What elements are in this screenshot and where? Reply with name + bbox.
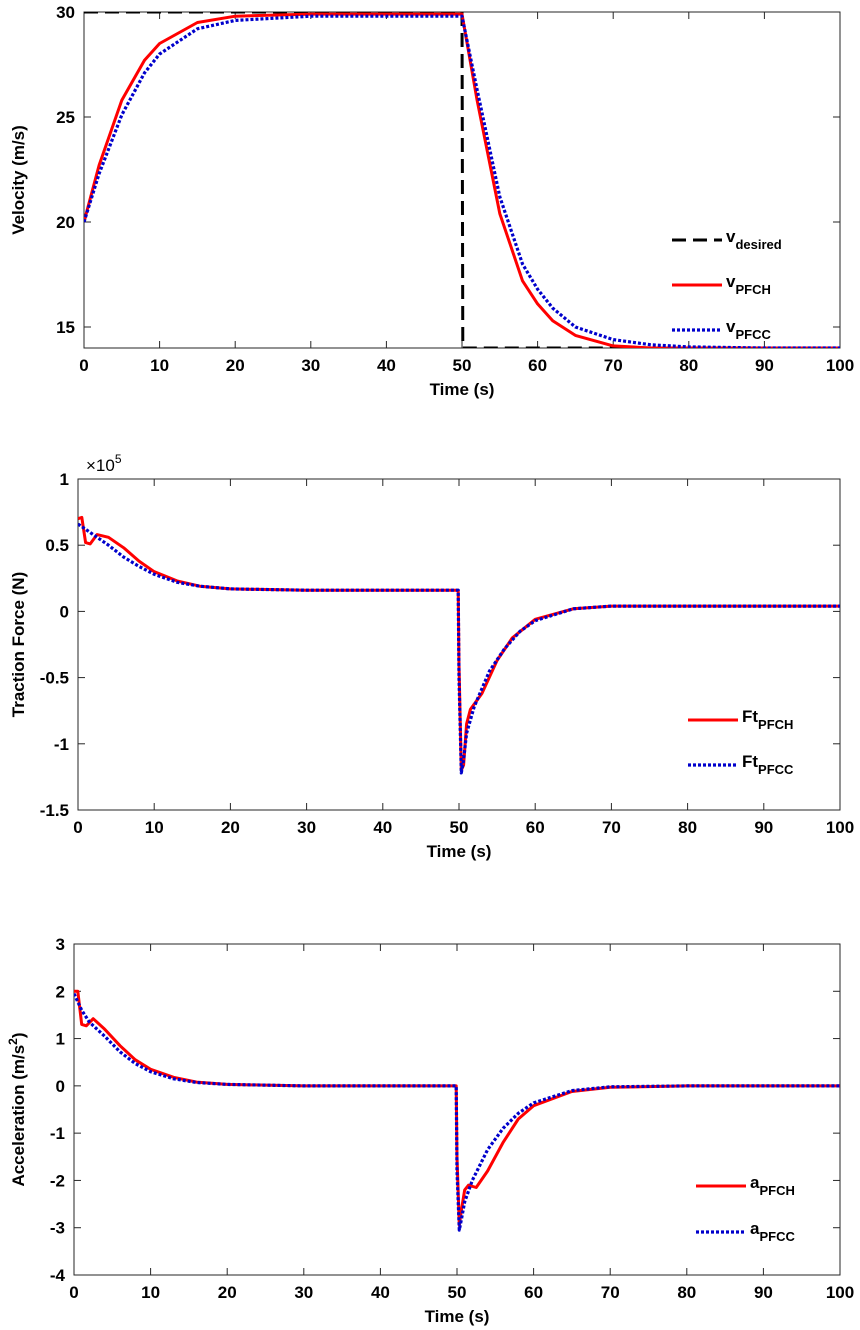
y-axis-label-text: Traction Force (N)	[9, 572, 28, 717]
legend-entry: vdesired	[726, 227, 782, 252]
y-tick-label: -3	[50, 1219, 65, 1238]
x-tick-label: 30	[301, 356, 320, 375]
y-axis-label-text: Acceleration (m/s	[9, 1045, 28, 1187]
x-tick-label: 50	[448, 1283, 467, 1302]
series-line-v-pfcc	[84, 14, 840, 348]
x-axis-label: Time (s)	[425, 1307, 490, 1326]
x-tick-label: 100	[826, 818, 854, 837]
exponent-base: ×10	[86, 456, 115, 475]
y-tick-label: 3	[56, 935, 65, 954]
y-axis-label-close: )	[9, 1032, 28, 1038]
x-tick-label: 0	[73, 818, 82, 837]
x-tick-label: 80	[678, 818, 697, 837]
x-tick-label: 70	[601, 1283, 620, 1302]
legend-entry-name: v	[726, 227, 736, 246]
x-tick-label: 80	[679, 356, 698, 375]
legend-entry-name: Ft	[742, 752, 758, 771]
y-tick-label: -1	[54, 735, 69, 754]
x-tick-label: 60	[526, 818, 545, 837]
x-tick-label: 90	[755, 356, 774, 375]
y-axis-label: Velocity (m/s)	[9, 125, 28, 235]
legend-entry-name: v	[726, 272, 736, 291]
x-tick-label: 90	[754, 1283, 773, 1302]
x-tick-label: 70	[602, 818, 621, 837]
x-tick-label: 30	[297, 818, 316, 837]
y-tick-label: 0.5	[45, 536, 69, 555]
y-tick-label: 2	[56, 982, 65, 1001]
y-axis-label-superscript: 2	[6, 1038, 20, 1045]
legend-entry-subscript: desired	[735, 237, 781, 252]
x-tick-label: 0	[69, 1283, 78, 1302]
x-tick-label: 20	[221, 818, 240, 837]
x-axis-label: Time (s)	[427, 842, 492, 861]
y-axis-label: Acceleration (m/s2)	[6, 1032, 28, 1186]
y-axis-label: Traction Force (N)	[9, 572, 28, 717]
x-tick-label: 10	[150, 356, 169, 375]
y-tick-label: 0	[56, 1077, 65, 1096]
y-tick-label: 20	[56, 213, 75, 232]
y-tick-label: -0.5	[40, 669, 69, 688]
exponent-power: 5	[115, 452, 122, 466]
x-axis-label: Time (s)	[430, 380, 495, 399]
legend-entry-name: v	[726, 317, 736, 336]
y-axis-label-text: Velocity (m/s)	[9, 125, 28, 235]
legend-entry-subscript: PFCC	[759, 1229, 795, 1244]
y-tick-label: -1.5	[40, 801, 69, 820]
y-tick-label: 30	[56, 3, 75, 22]
y-tick-label: -2	[50, 1171, 65, 1190]
x-tick-label: 40	[377, 356, 396, 375]
legend-entry-subscript: PFCC	[758, 762, 794, 777]
series-line-v-desired	[84, 12, 840, 348]
y-tick-label: -4	[50, 1266, 66, 1285]
legend-entry: aPFCC	[750, 1219, 795, 1244]
legend-entry: vPFCH	[726, 272, 771, 297]
legend-entry-subscript: PFCH	[735, 282, 770, 297]
legend-entry-subscript: PFCC	[735, 327, 771, 342]
x-tick-label: 60	[528, 356, 547, 375]
x-tick-label: 100	[826, 1283, 854, 1302]
x-tick-label: 10	[141, 1283, 160, 1302]
x-tick-label: 100	[826, 356, 854, 375]
legend-entry: vPFCC	[726, 317, 771, 342]
chart-panel-1: 0 10 20 30 40 50 60 70 80 90 100 15 20 25 30 Time (s) Ve…	[9, 3, 854, 399]
y-tick-label: 25	[56, 108, 75, 127]
x-tick-label: 50	[453, 356, 472, 375]
x-tick-label: 60	[524, 1283, 543, 1302]
series-line-v-pfch	[84, 12, 840, 348]
legend-entry: FtPFCH	[742, 707, 793, 732]
y-tick-label: 15	[56, 318, 75, 337]
series-line-ft-pfcc	[78, 522, 840, 775]
x-tick-label: 90	[754, 818, 773, 837]
legend-entry-name: a	[750, 1219, 760, 1238]
x-tick-label: 70	[604, 356, 623, 375]
series-line-a-pfch	[74, 989, 840, 1227]
legend-entry: aPFCH	[750, 1173, 795, 1198]
x-tick-label: 20	[218, 1283, 237, 1302]
legend-entry-name: a	[750, 1173, 760, 1192]
x-tick-label: 80	[677, 1283, 696, 1302]
y-tick-label: 0	[60, 602, 69, 621]
legend-entry-subscript: PFCH	[759, 1183, 794, 1198]
x-tick-label: 40	[373, 818, 392, 837]
x-tick-label: 20	[226, 356, 245, 375]
x-tick-label: 0	[79, 356, 88, 375]
legend-entry-subscript: PFCH	[758, 717, 793, 732]
exponent-label: ×105	[86, 452, 122, 475]
y-tick-label: -1	[50, 1124, 65, 1143]
x-tick-label: 50	[450, 818, 469, 837]
y-tick-label: 1	[56, 1030, 65, 1049]
y-tick-label: 1	[60, 470, 69, 489]
x-tick-label: 40	[371, 1283, 390, 1302]
x-tick-label: 30	[294, 1283, 313, 1302]
series-line-a-pfcc	[74, 993, 840, 1232]
legend-entry-name: Ft	[742, 707, 758, 726]
x-tick-label: 10	[145, 818, 164, 837]
legend-entry: FtPFCC	[742, 752, 794, 777]
chart-panel-2: 0 10 20 30 40 50 60 70 80 90 100 1 0.5 0 -0.5 -1 -1.5 Tim…	[9, 452, 854, 861]
